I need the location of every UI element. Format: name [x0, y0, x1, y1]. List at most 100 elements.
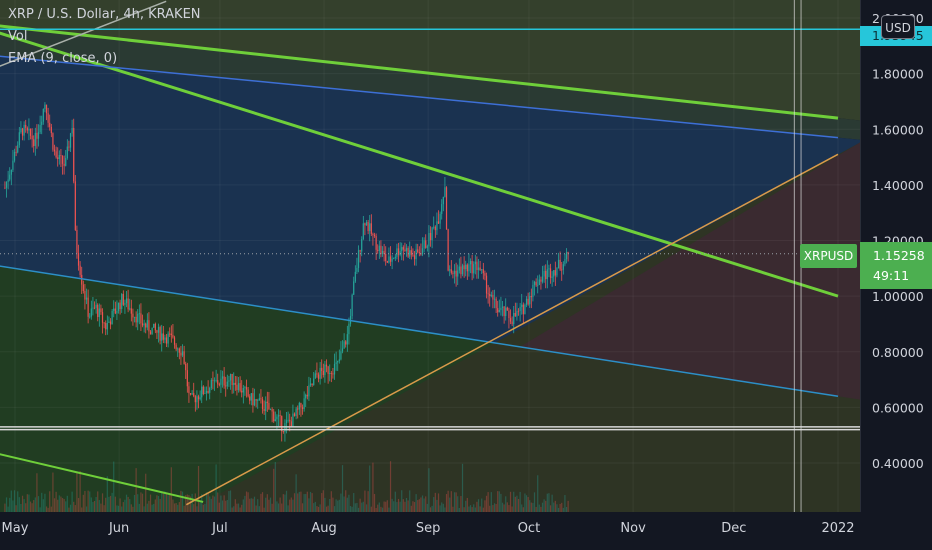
volume-bar: [229, 490, 232, 512]
volume-bar: [117, 505, 120, 512]
candle-body: [231, 374, 233, 385]
volume-bar: [301, 503, 304, 512]
volume-bar: [239, 507, 241, 512]
candle-body: [276, 416, 278, 420]
candle-body: [85, 297, 88, 300]
trend-line-cyan[interactable]: [0, 263, 839, 397]
volume-bar: [42, 499, 44, 512]
time-axis[interactable]: [0, 512, 860, 550]
volume-bar: [98, 500, 100, 512]
candle-body: [492, 294, 494, 300]
legend-title[interactable]: XRP / U.S. Dollar, 4h, KRAKEN: [8, 7, 201, 22]
volume-bar: [529, 500, 531, 512]
trendline-layer[interactable]: [0, 0, 860, 512]
candle-body: [279, 415, 281, 416]
candle-body: [556, 268, 558, 276]
candle-body: [567, 252, 569, 254]
volume-bar: [426, 503, 428, 512]
volume-bar: [154, 499, 156, 512]
volume-bar: [241, 504, 243, 512]
trend-line-blue[interactable]: [0, 54, 839, 139]
candle-body: [466, 264, 468, 272]
volume-bar: [197, 465, 200, 512]
volume-bar: [186, 494, 188, 512]
volume-bar: [522, 507, 524, 512]
volume-bar: [367, 491, 369, 512]
candle-body: [367, 222, 369, 232]
candle-body: [255, 399, 257, 401]
y-tick-label: 1.00000: [872, 289, 924, 304]
volume-bar: [436, 499, 438, 512]
candle-body: [31, 135, 33, 140]
volume-bar: [405, 497, 408, 512]
candle-body: [69, 133, 72, 148]
volume-bar: [121, 506, 123, 512]
volume-bar: [199, 502, 201, 512]
volume-bar: [4, 503, 6, 512]
candle-body: [465, 264, 467, 270]
candle-body: [505, 307, 507, 316]
candle-body: [429, 232, 432, 241]
x-tick-label: Jul: [211, 521, 228, 536]
candle-body: [97, 304, 99, 318]
candle-body: [314, 373, 316, 379]
candle-body: [295, 408, 297, 416]
candle-body: [143, 323, 145, 326]
candle-body: [457, 270, 459, 277]
candle-body: [4, 187, 6, 189]
volume-bar: [162, 493, 164, 512]
volume-bar: [297, 493, 299, 512]
candle-body: [111, 310, 113, 325]
trend-line-green[interactable]: [0, 26, 839, 298]
volume-bar: [77, 498, 80, 512]
volume-bar: [521, 504, 523, 512]
legend-vol[interactable]: Vol: [8, 29, 28, 44]
candle-body: [164, 337, 166, 340]
candle-body: [229, 374, 232, 381]
trend-line-green[interactable]: [0, 24, 839, 120]
volume-bar: [177, 504, 179, 512]
legend-ema[interactable]: EMA (9, close, 0): [8, 51, 118, 66]
candle-body: [495, 298, 497, 309]
volume-bar: [396, 502, 398, 512]
candle-body: [333, 363, 336, 375]
candle-body: [37, 132, 40, 139]
volume-bar: [23, 499, 25, 512]
trend-line-orange[interactable]: [185, 153, 839, 506]
volume-bar: [220, 495, 222, 512]
volume-bar: [327, 505, 329, 512]
candle-body: [421, 248, 424, 255]
candle-body: [453, 270, 456, 274]
candle-body: [45, 104, 48, 114]
currency-button[interactable]: USD: [881, 15, 915, 39]
volume-bar: [535, 506, 537, 512]
volume-bar: [314, 501, 316, 512]
volume-bar: [108, 496, 110, 512]
volume-bar: [388, 507, 390, 512]
candle-body: [525, 298, 528, 305]
volume-bar: [265, 497, 267, 512]
candle-body: [290, 421, 292, 427]
volume-bar: [501, 502, 504, 512]
trend-line-green[interactable]: [0, 449, 204, 503]
y-tick-label: 1.80000: [872, 67, 924, 82]
candle-body: [205, 390, 208, 394]
volume-bar: [257, 499, 259, 512]
volume-bar: [21, 495, 24, 512]
volume-bar: [90, 497, 92, 512]
volume-bar: [133, 494, 136, 512]
candle-body: [356, 267, 358, 272]
candle-body: [391, 258, 393, 262]
volume-bar: [345, 490, 347, 512]
volume-bar: [105, 497, 107, 512]
candle-body: [15, 151, 17, 153]
candle-body: [385, 253, 387, 261]
trend-line-gray[interactable]: [0, 0, 167, 68]
volume-bar: [441, 502, 443, 512]
candle-body: [348, 323, 350, 335]
candle-body: [252, 393, 254, 406]
candle-body: [477, 267, 480, 271]
candle-body: [372, 233, 374, 235]
volume-bar: [305, 494, 307, 512]
